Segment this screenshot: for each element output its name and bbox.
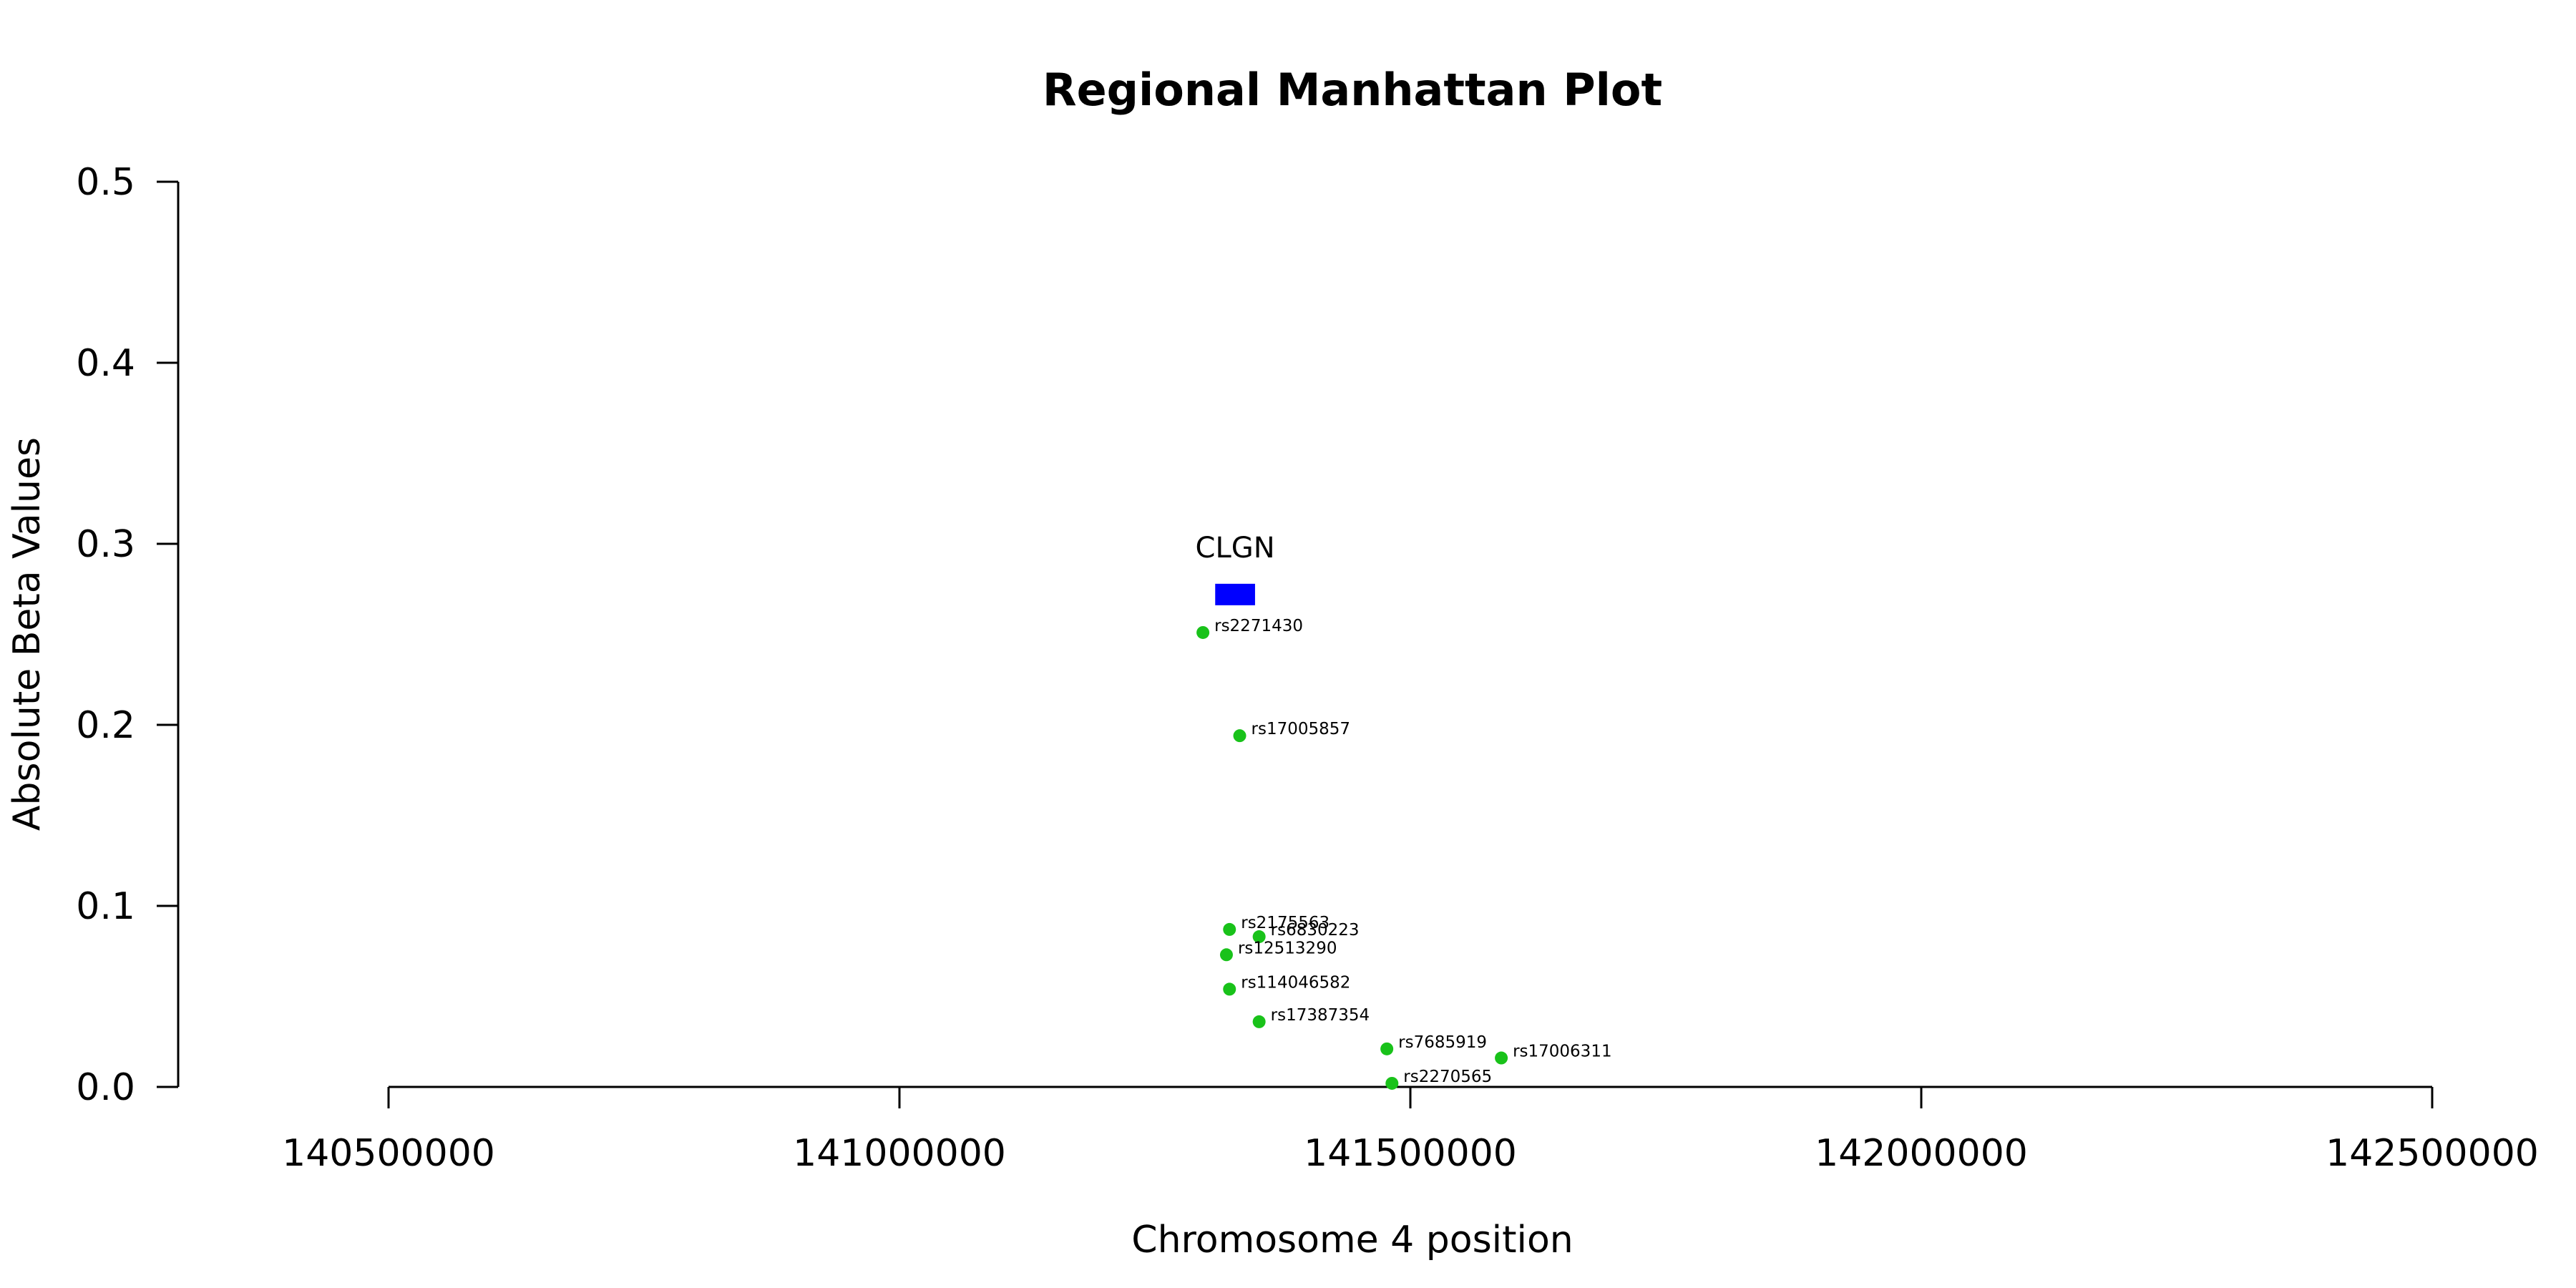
gene-label: CLGN — [1196, 532, 1275, 565]
snp-point — [1252, 930, 1266, 944]
snp-label: rs2271430 — [1214, 617, 1303, 635]
snp-point — [1219, 948, 1233, 962]
gene-bar — [1215, 583, 1255, 605]
snp-point — [1196, 625, 1210, 639]
snp-label: rs114046582 — [1241, 973, 1350, 992]
snp-label: rs17387354 — [1271, 1006, 1370, 1025]
snp-label: rs2270565 — [1403, 1068, 1492, 1086]
snp-point — [1380, 1042, 1394, 1055]
snp-label: rs2175563 — [1241, 914, 1330, 932]
snp-points: rs2271430rs17005857rs2175563rs6830223rs1… — [1196, 617, 1612, 1090]
y-tick-label: 0.3 — [76, 523, 135, 566]
x-axis: 140500000 141000000 141500000 142000000 1425… — [282, 1085, 2539, 1175]
y-axis: 0.0 0.1 0.2 0.3 0.4 0.5 — [76, 161, 180, 1109]
y-tick-label: 0.5 — [76, 161, 135, 204]
y-tick-label: 0.2 — [76, 704, 135, 747]
x-tick-label: 142500000 — [2326, 1132, 2539, 1175]
snp-point — [1495, 1051, 1508, 1065]
snp-point — [1233, 729, 1246, 743]
snp-label: rs7685919 — [1398, 1033, 1487, 1052]
x-tick-label: 141000000 — [793, 1132, 1006, 1175]
chart-title: Regional Manhattan Plot — [1043, 64, 1662, 116]
y-tick-label: 0.4 — [76, 342, 135, 385]
snp-label: rs17006311 — [1513, 1043, 1612, 1061]
gene-track: CLGN — [1196, 532, 1275, 605]
snp-label: rs6830223 — [1271, 921, 1360, 940]
x-tick-label: 140500000 — [282, 1132, 495, 1175]
x-axis-label: Chromosome 4 position — [1131, 1219, 1573, 1262]
y-tick-label: 0.1 — [76, 885, 135, 928]
snp-point — [1252, 1015, 1266, 1028]
x-tick-label: 141500000 — [1304, 1132, 1517, 1175]
snp-point — [1223, 982, 1236, 996]
y-tick-label: 0.0 — [76, 1066, 135, 1109]
snp-point — [1385, 1076, 1399, 1090]
snp-label: rs17005857 — [1252, 720, 1351, 738]
y-axis-label: Absolute Beta Values — [6, 437, 49, 831]
snp-label: rs12513290 — [1238, 939, 1337, 957]
snp-point — [1223, 922, 1236, 936]
x-tick-label: 142000000 — [1815, 1132, 2028, 1175]
